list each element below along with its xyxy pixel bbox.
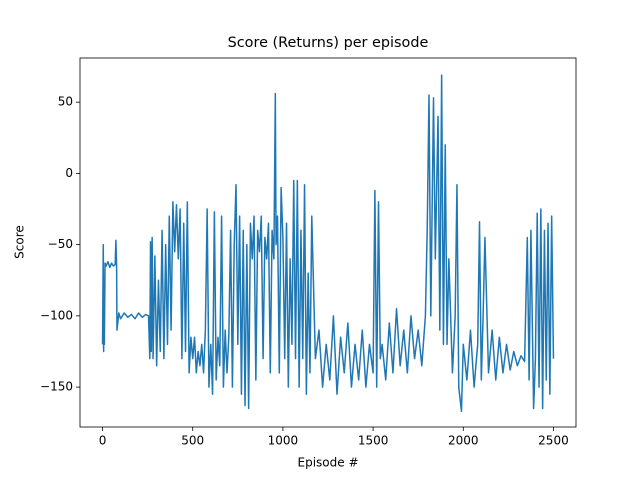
y-tick-label: 0	[65, 166, 73, 180]
x-tick-label: 1500	[358, 434, 389, 448]
y-tick-label: −150	[40, 380, 73, 394]
x-tick-label: 2000	[448, 434, 479, 448]
line-series	[101, 74, 555, 413]
x-axis-label: Episode #	[298, 456, 359, 470]
y-tick-label: −50	[48, 237, 73, 251]
y-tick-label: −100	[40, 308, 73, 322]
x-tick-label: 1000	[268, 434, 299, 448]
y-tick-label: 50	[58, 95, 73, 109]
plot-area	[101, 74, 555, 413]
axes-frame	[79, 57, 577, 428]
x-tick-label: 500	[181, 434, 204, 448]
chart-title: Score (Returns) per episode	[228, 35, 429, 51]
y-axis-label: Score	[13, 225, 27, 259]
x-tick-label: 2500	[538, 434, 569, 448]
x-tick-label: 0	[99, 434, 107, 448]
